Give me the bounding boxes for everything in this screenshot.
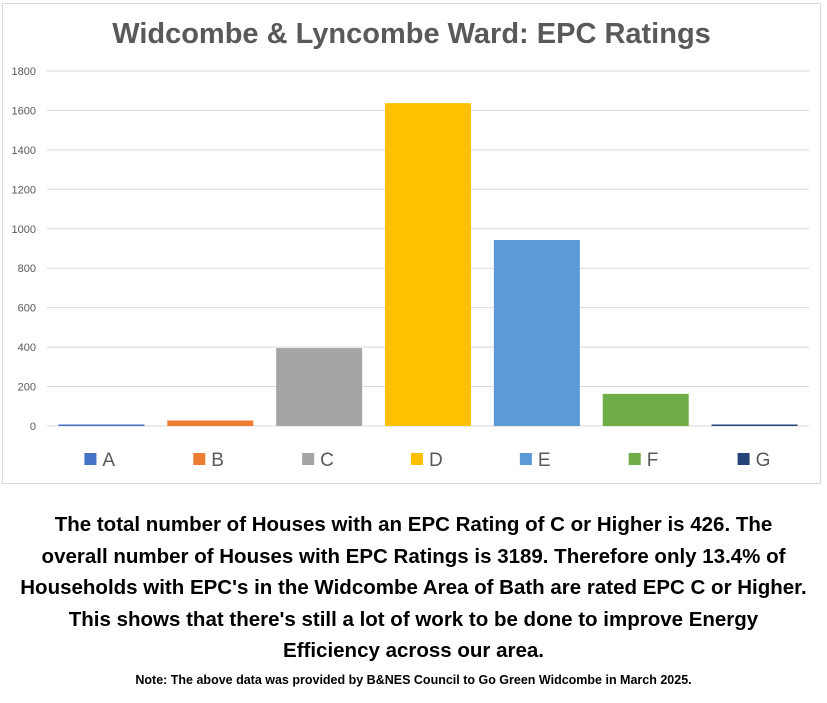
legend-swatch-g: [737, 453, 750, 465]
data-source-note: Note: The above data was provided by B&N…: [135, 673, 692, 687]
chart-plot: 0 200 400 600 800 1000 1200 1400 1600 1800 A B C D E F…: [12, 66, 809, 471]
y-tick-label: 1000: [12, 224, 36, 236]
summary-text: The total number of Houses with an EPC R…: [20, 513, 807, 662]
bar-b: [167, 420, 254, 426]
bar-a: [58, 424, 145, 426]
y-tick-label: 1400: [12, 145, 36, 157]
bar-e: [493, 240, 580, 426]
legend-label-e: E: [538, 450, 551, 471]
y-axis-ticks: 0 200 400 600 800 1000 1200 1400 1600 1800: [12, 66, 36, 433]
y-tick-label: 600: [18, 303, 36, 315]
bar-g: [711, 424, 798, 426]
y-tick-label: 0: [30, 421, 36, 433]
legend-swatch-c: [302, 453, 315, 465]
bar-d: [385, 103, 471, 427]
y-tick-label: 200: [18, 382, 36, 394]
bar-f: [602, 393, 689, 426]
legend-swatch-f: [628, 453, 641, 465]
legend-swatch-a: [84, 453, 97, 465]
legend-label-d: D: [429, 450, 443, 471]
legend-swatch-e: [519, 453, 532, 465]
legend-label-a: A: [102, 450, 115, 471]
y-tick-label: 400: [18, 342, 36, 354]
legend-label-g: G: [756, 450, 771, 471]
chart-frame: Widcombe & Lyncombe Ward: EPC Ratings 0 2…: [2, 3, 821, 484]
y-tick-label: 1800: [12, 66, 36, 78]
y-tick-label: 1600: [12, 105, 36, 117]
bar-c: [276, 348, 363, 426]
bars: [58, 103, 798, 427]
legend-swatch-d: [411, 453, 423, 465]
y-tick-label: 1200: [12, 184, 36, 196]
y-tick-label: 800: [18, 263, 36, 275]
legend: A B C D E F G: [84, 450, 770, 471]
legend-label-c: C: [320, 450, 334, 471]
legend-label-b: B: [211, 450, 224, 471]
legend-label-f: F: [647, 450, 659, 471]
chart-title: Widcombe & Lyncombe Ward: EPC Ratings: [112, 18, 711, 50]
legend-swatch-b: [193, 453, 206, 465]
